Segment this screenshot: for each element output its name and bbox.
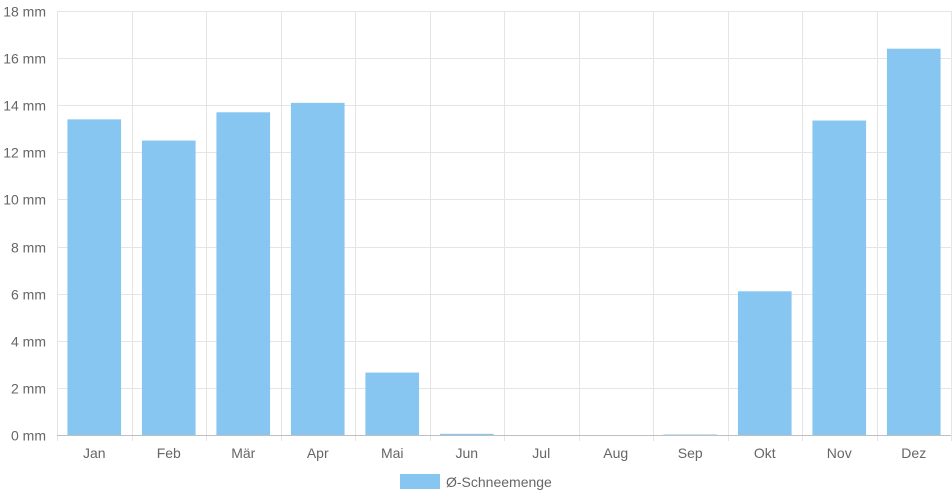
legend[interactable]: Ø-Schneemenge	[400, 474, 552, 490]
x-tick-label: Feb	[157, 445, 181, 461]
x-tick-label: Okt	[754, 445, 776, 461]
y-tick-label: 8 mm	[11, 240, 46, 256]
bar-jun[interactable]	[439, 433, 494, 435]
y-tick-label: 12 mm	[3, 145, 46, 161]
x-tick-label: Dez	[901, 445, 926, 461]
y-tick-label: 14 mm	[3, 98, 46, 114]
y-tick-label: 0 mm	[11, 428, 46, 444]
labels-layer: 0 mm 2 mm 4 mm 6 mm 8 mm 10 mm 12 mm 14 mm 16 mm…	[3, 4, 926, 462]
bar-mär[interactable]	[216, 112, 271, 436]
y-tick-label: 16 mm	[3, 51, 46, 67]
x-tick-label: Mär	[231, 445, 255, 461]
bar-mai[interactable]	[365, 372, 420, 435]
x-tick-label: Nov	[827, 445, 852, 461]
bars-layer	[67, 48, 941, 436]
bar-dez[interactable]	[886, 48, 941, 435]
y-tick-label: 2 mm	[11, 381, 46, 397]
y-tick-label: 4 mm	[11, 334, 46, 350]
x-tick-label: Apr	[307, 445, 329, 461]
bar-feb[interactable]	[141, 140, 196, 436]
x-tick-label: Jun	[455, 445, 478, 461]
bar-apr[interactable]	[290, 102, 345, 435]
x-tick-label: Aug	[603, 445, 628, 461]
x-tick-label: Jan	[83, 445, 106, 461]
bar-nov[interactable]	[812, 120, 867, 436]
y-tick-label: 10 mm	[3, 192, 46, 208]
legend-label[interactable]: Ø-Schneemenge	[446, 474, 552, 490]
x-tick-label: Sep	[678, 445, 703, 461]
x-tick-label: Jul	[532, 445, 550, 461]
y-tick-label: 6 mm	[11, 287, 46, 303]
bar-jan[interactable]	[67, 119, 122, 435]
bar-okt[interactable]	[737, 291, 792, 435]
legend-swatch[interactable]	[400, 474, 440, 489]
y-tick-label: 18 mm	[3, 4, 46, 20]
x-tick-label: Mai	[381, 445, 404, 461]
